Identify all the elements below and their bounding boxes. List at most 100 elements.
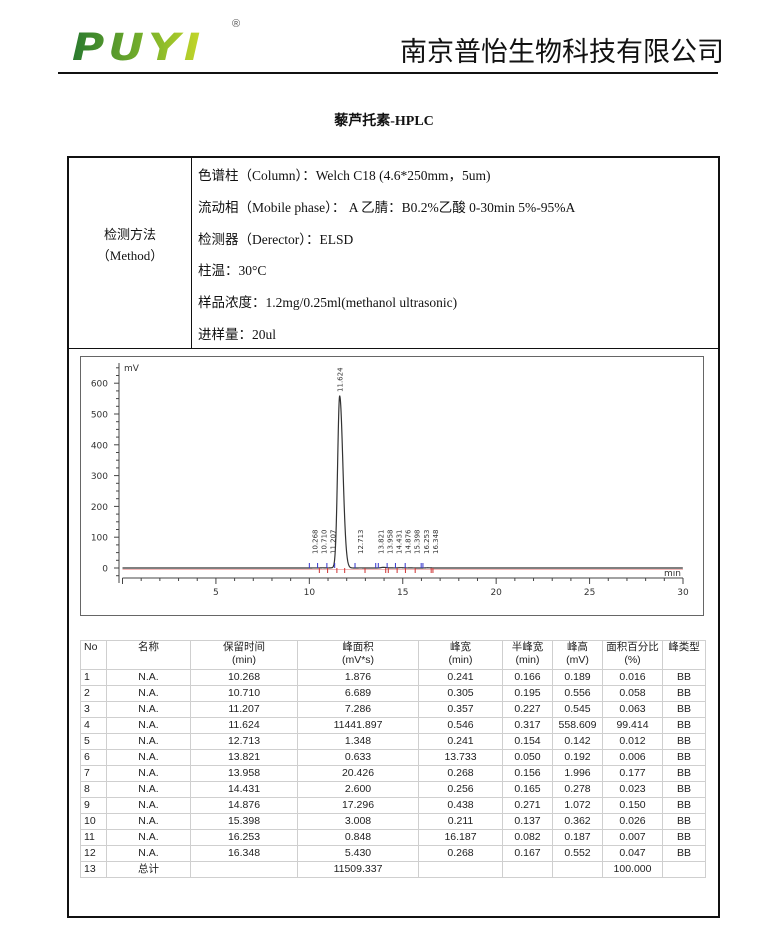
y-tick-label: 600 — [91, 380, 108, 390]
table-cell: 11509.337 — [297, 861, 419, 878]
table-cell: BB — [662, 701, 706, 718]
table-cell: 16.348 — [190, 845, 298, 862]
table-cell: 15.398 — [190, 813, 298, 830]
header-label: 面积百分比 — [606, 641, 659, 653]
table-cell: BB — [662, 781, 706, 798]
table-cell: 0.150 — [602, 797, 663, 814]
report-box — [67, 156, 720, 918]
table-cell: 14.876 — [190, 797, 298, 814]
method-label-cell: 检测方法 （Method） — [69, 158, 192, 348]
method-column: 色谱柱（Column）：Welch C18 (4.6*250mm，5um) — [198, 168, 491, 183]
table-cell: 0.438 — [418, 797, 503, 814]
peak-table: No 名称 保留时间 (min) 峰面积 (mV*s) 峰宽 (min) 半峰宽 (min) 峰高(… — [80, 640, 706, 878]
x-tick-label: 15 — [397, 588, 408, 598]
table-cell: 13.958 — [190, 765, 298, 782]
chromatogram-trace — [122, 395, 683, 569]
table-cell: BB — [662, 765, 706, 782]
table-cell: 11441.897 — [297, 717, 419, 734]
table-cell: N.A. — [106, 685, 191, 702]
table-cell: BB — [662, 717, 706, 734]
table-header-row: No 名称 保留时间 (min) 峰面积 (mV*s) 峰宽 (min) 半峰宽 (min) 峰高(… — [80, 640, 706, 670]
table-cell: 10.710 — [190, 685, 298, 702]
table-cell: 0.848 — [297, 829, 419, 846]
registered-mark: ® — [232, 18, 241, 30]
table-cell: 0.047 — [602, 845, 663, 862]
y-tick-label: 100 — [91, 534, 108, 544]
table-cell: N.A. — [106, 829, 191, 846]
table-cell: 13.733 — [418, 749, 503, 766]
method-label-cn: 检测方法 — [103, 227, 156, 242]
table-cell: N.A. — [106, 845, 191, 862]
peak-label: 11.624 — [337, 367, 345, 392]
table-cell: 1.876 — [297, 669, 419, 686]
table-cell: 12 — [80, 845, 107, 862]
peak-label: 16.253 — [423, 530, 431, 555]
table-cell: 16.187 — [418, 829, 503, 846]
y-axis-label: mV — [124, 364, 140, 374]
table-row: 2 N.A. 10.710 6.689 0.305 0.195 0.556 0.058 BB — [80, 685, 706, 702]
table-cell: 0.082 — [502, 829, 553, 846]
table-cell: 13.821 — [190, 749, 298, 766]
table-cell: 0.192 — [552, 749, 603, 766]
header-label: No — [84, 641, 98, 653]
header-divider — [58, 72, 718, 74]
table-cell: N.A. — [106, 669, 191, 686]
peak-label: 14.876 — [405, 529, 413, 554]
header-unit: (min) — [448, 654, 473, 666]
table-cell — [190, 861, 298, 878]
header-unit: (%) — [624, 654, 641, 666]
table-cell: 0.016 — [602, 669, 663, 686]
table-row: 9 N.A. 14.876 17.296 0.438 0.271 1.072 0.150 BB — [80, 797, 706, 814]
table-cell: BB — [662, 733, 706, 750]
table-cell: 14.431 — [190, 781, 298, 798]
x-tick-label: 30 — [677, 588, 689, 598]
table-cell: 1.348 — [297, 733, 419, 750]
peak-label: 14.431 — [396, 530, 404, 555]
table-cell: 0.006 — [602, 749, 663, 766]
table-cell: 0.227 — [502, 701, 553, 718]
header-label: 峰宽 — [450, 641, 471, 653]
table-cell: 0.154 — [502, 733, 553, 750]
table-cell: 0.317 — [502, 717, 553, 734]
table-cell: 1.072 — [552, 797, 603, 814]
peak-label: 10.710 — [320, 530, 328, 555]
table-cell: BB — [662, 669, 706, 686]
table-cell: N.A. — [106, 765, 191, 782]
column-header: 峰宽 (min) — [418, 640, 503, 670]
table-cell: 0.187 — [552, 829, 603, 846]
header-label: 半峰宽 — [511, 641, 544, 653]
x-tick-label: 5 — [213, 588, 219, 598]
table-cell: N.A. — [106, 797, 191, 814]
column-header: 保留时间 (min) — [190, 640, 298, 670]
method-label-en: （Method） — [96, 248, 164, 263]
header-unit: (mV) — [566, 654, 589, 666]
column-header: 峰高 (mV) — [552, 640, 603, 670]
table-cell: N.A. — [106, 781, 191, 798]
peak-label: 11.207 — [329, 530, 337, 555]
table-cell: 0.268 — [418, 845, 503, 862]
table-cell: 11.207 — [190, 701, 298, 718]
table-cell: 0.165 — [502, 781, 553, 798]
column-header: No — [80, 640, 107, 670]
header-label: 峰类型 — [668, 641, 700, 653]
y-tick-label: 200 — [91, 503, 108, 513]
table-cell: 5 — [80, 733, 107, 750]
method-row — [67, 156, 718, 349]
table-cell: 16.253 — [190, 829, 298, 846]
table-cell: 0.241 — [418, 733, 503, 750]
table-cell: 0.362 — [552, 813, 603, 830]
table-row: 7 N.A. 13.958 20.426 0.268 0.156 1.996 0.177 BB — [80, 765, 706, 782]
table-cell: 0.256 — [418, 781, 503, 798]
table-cell: 0.278 — [552, 781, 603, 798]
column-header: 峰类型 — [662, 640, 706, 670]
table-cell: BB — [662, 845, 706, 862]
table-cell: 11 — [80, 829, 107, 846]
puyi-logo: PUYI — [72, 25, 205, 70]
table-cell: N.A. — [106, 733, 191, 750]
table-cell: 12.713 — [190, 733, 298, 750]
table-cell: 0.546 — [418, 717, 503, 734]
table-cell: 2 — [80, 685, 107, 702]
table-cell: 0.050 — [502, 749, 553, 766]
x-tick-label: 25 — [584, 588, 595, 598]
table-cell: 100.000 — [602, 861, 663, 878]
